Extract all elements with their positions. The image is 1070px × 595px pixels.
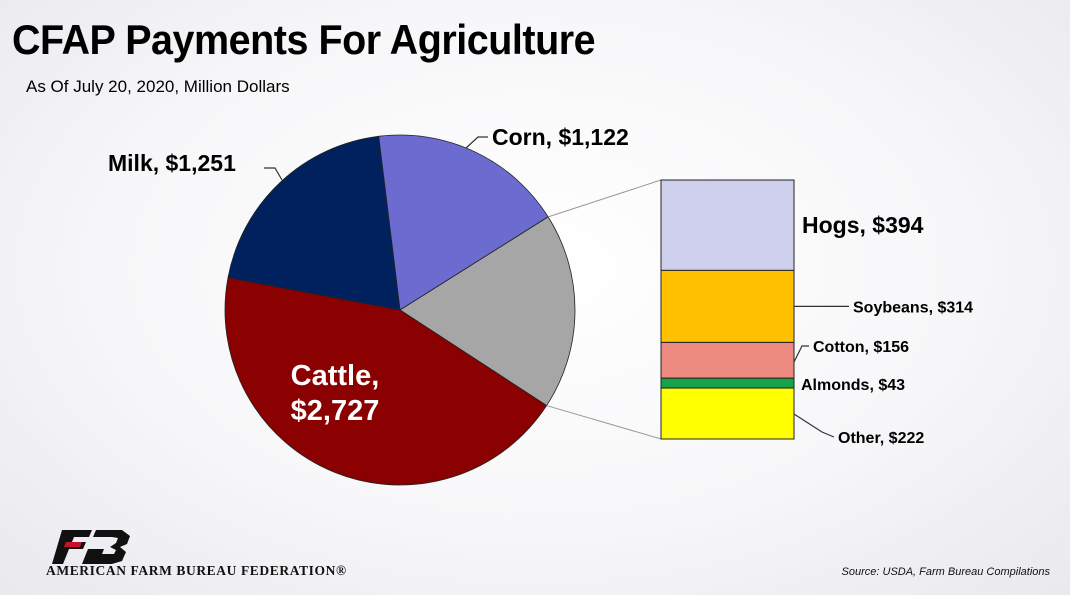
leader-cotton [793,345,809,363]
afbf-logo: AMERICAN FARM BUREAU FEDERATION® [46,530,386,582]
pie-chart [224,134,576,486]
breakout-connectors [546,179,662,440]
label-other: Other, $222 [838,430,924,447]
bar-segment-almonds [660,377,795,389]
logo-wordmark: AMERICAN FARM BUREAU FEDERATION® [46,563,347,578]
leader-other [793,413,835,438]
breakout-stacked-bar [660,179,795,440]
label-corn: Corn, $1,122 [492,124,629,150]
pie-slice-cattle [224,277,548,486]
bar-segment-hogs [660,179,795,271]
connector-bottom [546,405,662,440]
pie-slice-corn [378,134,549,311]
connector-top [548,179,662,218]
label-cattle-value: $2,727 [291,395,380,427]
pie-slice-other-commodities [399,216,576,407]
chart-title: CFAP Payments For Agriculture [12,16,596,63]
bar-segment-other [660,387,795,440]
chart-subtitle: As Of July 20, 2020, Million Dollars [26,77,290,96]
leader-milk [264,167,283,181]
farm-bureau-logo-icon [52,530,130,564]
label-almonds: Almonds, $43 [801,377,905,394]
label-soybeans: Soybeans, $314 [853,299,973,316]
label-milk: Milk, $1,251 [108,150,236,176]
label-cotton: Cotton, $156 [813,339,909,356]
label-hogs: Hogs, $394 [802,212,924,238]
bar-segment-cotton [660,341,795,379]
chart-labels: Corn, $1,122 Milk, $1,251 Cattle,$2,727 Hog… [108,124,973,447]
source-note: Source: USDA, Farm Bureau Compilations [841,566,1050,578]
pie-slice-milk [227,135,401,311]
leader-corn [465,136,488,149]
label-cattle-name: Cattle, [291,360,380,392]
bar-segment-soybeans [660,269,795,343]
